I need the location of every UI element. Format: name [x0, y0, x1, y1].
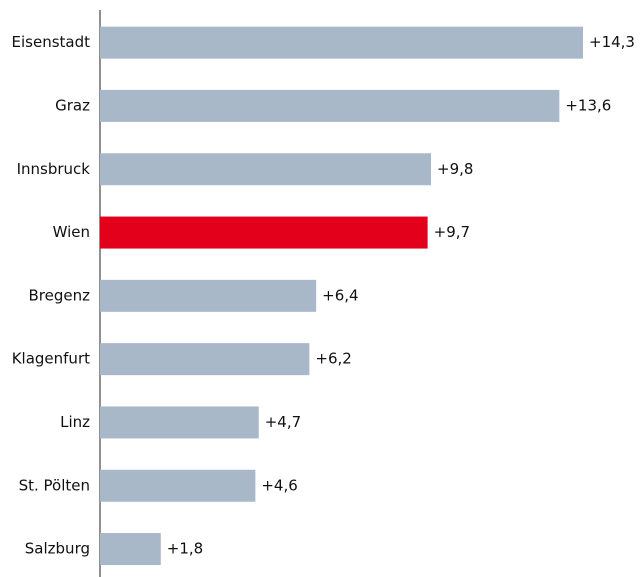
category-label: Eisenstadt [12, 33, 91, 51]
value-label: +13,6 [565, 96, 611, 114]
category-label: Linz [60, 413, 90, 431]
category-label: Graz [55, 96, 90, 114]
bar [100, 533, 161, 566]
value-label: +4,6 [261, 476, 297, 494]
bar [100, 26, 583, 59]
value-label: +1,8 [167, 540, 203, 558]
value-label: +9,7 [434, 223, 470, 241]
value-label: +14,3 [589, 33, 635, 51]
category-label: St. Pölten [19, 476, 90, 494]
bar [100, 89, 560, 122]
bar [100, 406, 259, 439]
category-label: Salzburg [25, 540, 90, 558]
bar [100, 153, 432, 186]
category-label: Klagenfurt [12, 350, 90, 368]
bar [100, 279, 317, 312]
category-label: Bregenz [29, 286, 91, 304]
bar [100, 343, 310, 376]
value-label: +9,8 [437, 160, 473, 178]
value-label: +6,4 [322, 286, 358, 304]
value-label: +6,2 [315, 350, 351, 368]
category-label: Innsbruck [17, 160, 91, 178]
category-label: Wien [53, 223, 90, 241]
bar [100, 469, 256, 502]
bar [100, 216, 428, 249]
value-label: +4,7 [265, 413, 301, 431]
